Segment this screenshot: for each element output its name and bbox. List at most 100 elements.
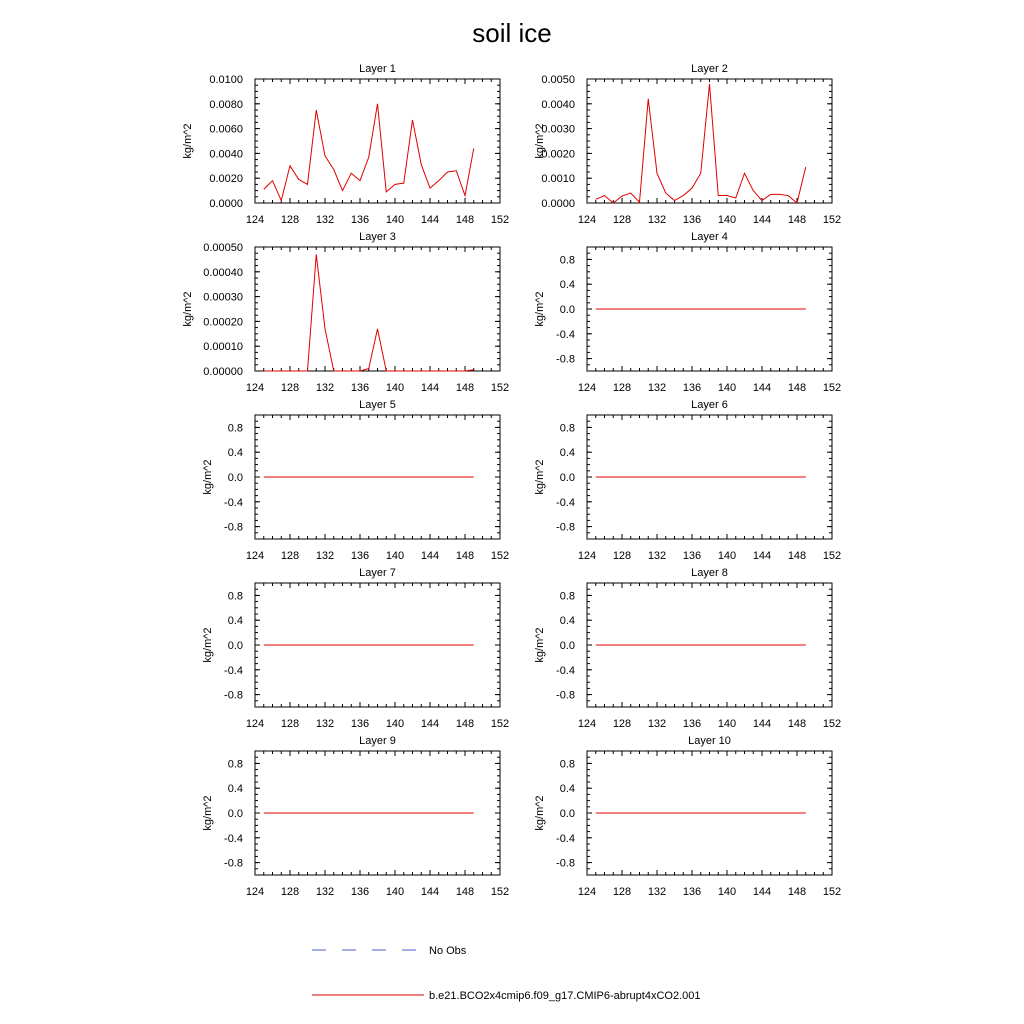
x-tick-label: 132 [648,718,666,730]
x-tick-label: 140 [718,718,736,730]
y-tick-label: 0.8 [228,758,243,770]
x-tick-label: 152 [823,886,841,898]
x-tick-label: 128 [613,718,631,730]
x-tick-label: 144 [421,214,439,226]
panel-layer-5: Layer 5 124 128 132 136 140 144 148 152 -0.8 -0.4 0… [202,399,509,562]
x-tick-label: 140 [386,382,404,394]
panel-title: Layer 2 [691,63,728,75]
x-tick-label: 144 [421,550,439,562]
plot-frame [254,246,501,372]
panel-title: Layer 5 [359,399,396,411]
y-tick-label: 0.4 [560,783,575,795]
x-tick-label: 144 [753,214,771,226]
y-tick-label: 0.0 [228,808,243,820]
x-tick-label: 148 [456,718,474,730]
x-tick-label: 152 [491,550,509,562]
x-tick-label: 128 [613,214,631,226]
panel-layer-4: Layer 4 124 128 132 136 140 144 148 152 -0.8 -0.4 0… [534,231,841,394]
x-tick-label: 152 [823,382,841,394]
x-tick-label: 136 [351,718,369,730]
panels-group: Layer 1 124 128 132 136 140 144 148 152 0.0000 0.0… [182,63,841,898]
series-line [595,83,807,204]
x-tick-label: 152 [491,718,509,730]
x-tick-label: 128 [281,886,299,898]
x-tick-label: 140 [386,718,404,730]
x-tick-label: 136 [683,886,701,898]
x-tick-label: 124 [246,214,264,226]
y-tick-label: 0.8 [560,422,575,434]
panel-layer-9: Layer 9 124 128 132 136 140 144 148 152 -0.8 -0.4 0… [202,735,509,898]
x-tick-label: 152 [823,718,841,730]
y-tick-label: 0.00040 [203,267,243,279]
y-tick-label: 0.0080 [209,99,243,111]
x-tick-label: 152 [491,382,509,394]
x-tick-label: 128 [281,382,299,394]
x-tick-label: 136 [351,382,369,394]
y-tick-label: 0.4 [560,447,575,459]
x-tick-label: 136 [351,886,369,898]
x-tick-label: 140 [386,550,404,562]
panel-title: Layer 7 [359,567,396,579]
x-tick-label: 128 [613,886,631,898]
x-tick-label: 144 [753,886,771,898]
y-tick-label: 0.0050 [541,74,575,86]
x-tick-label: 124 [578,550,596,562]
y-tick-label: 0.4 [228,783,243,795]
x-tick-label: 132 [648,214,666,226]
y-tick-label: 0.00010 [203,341,243,353]
y-axis-label: kg/m^2 [202,627,214,662]
plot-frame [254,78,501,204]
x-tick-label: 144 [421,886,439,898]
y-tick-label: 0.8 [560,590,575,602]
y-tick-label: 0.0 [228,472,243,484]
legend-obs-label: No Obs [429,945,467,957]
legend-model-label: b.e21.BCO2x4cmip6.f09_g17.CMIP6-abrupt4x… [429,990,701,1002]
y-tick-label: -0.8 [224,858,243,870]
y-tick-label: -0.4 [556,497,575,509]
y-tick-label: 0.8 [228,422,243,434]
y-axis-label: kg/m^2 [534,459,546,494]
y-tick-label: 0.00030 [203,292,243,304]
x-tick-label: 148 [456,550,474,562]
x-tick-label: 124 [578,382,596,394]
y-tick-label: 0.0020 [541,148,575,160]
y-tick-label: 0.0060 [209,124,243,136]
y-tick-label: 0.8 [228,590,243,602]
y-tick-label: -0.4 [556,329,575,341]
y-axis-label: kg/m^2 [182,123,194,158]
x-tick-label: 132 [648,382,666,394]
x-tick-label: 124 [246,718,264,730]
y-axis-label: kg/m^2 [202,795,214,830]
x-tick-label: 148 [456,382,474,394]
x-tick-label: 140 [718,382,736,394]
x-tick-label: 148 [788,718,806,730]
plot-frame [586,78,833,204]
x-tick-label: 132 [316,214,334,226]
x-tick-label: 128 [613,550,631,562]
x-tick-label: 136 [683,382,701,394]
y-tick-label: 0.0 [228,640,243,652]
x-tick-label: 124 [578,886,596,898]
x-tick-label: 132 [316,718,334,730]
y-tick-label: 0.4 [560,279,575,291]
y-tick-label: -0.8 [224,522,243,534]
figure-title: soil ice [472,18,551,48]
panel-title: Layer 10 [688,735,731,747]
y-axis-label: kg/m^2 [534,795,546,830]
y-axis-label: kg/m^2 [202,459,214,494]
y-tick-label: 0.0040 [541,99,575,111]
x-tick-label: 144 [753,718,771,730]
series-line [263,103,475,203]
y-tick-label: 0.00000 [203,366,243,378]
y-tick-label: 0.00020 [203,316,243,328]
panel-layer-7: Layer 7 124 128 132 136 140 144 148 152 -0.8 -0.4 0… [202,567,509,730]
x-tick-label: 140 [718,886,736,898]
y-tick-label: 0.0 [560,304,575,316]
y-tick-label: 0.0100 [209,74,243,86]
x-tick-label: 124 [578,214,596,226]
x-tick-label: 152 [491,214,509,226]
panel-title: Layer 9 [359,735,396,747]
y-axis-label: kg/m^2 [534,123,546,158]
x-tick-label: 132 [648,550,666,562]
y-tick-label: -0.8 [556,522,575,534]
